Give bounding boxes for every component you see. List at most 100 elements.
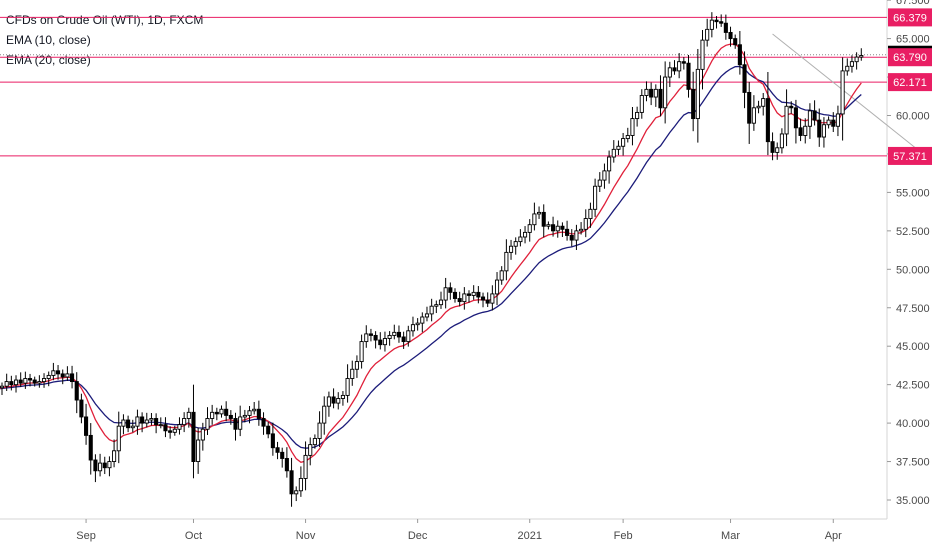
- candle-body: [74, 381, 79, 401]
- candle-body: [826, 119, 831, 126]
- candle-body: [462, 293, 467, 303]
- price-badge-label: 66.379: [893, 12, 927, 24]
- candle-body: [639, 95, 644, 113]
- candle-body: [130, 425, 135, 429]
- ema10-line: [0, 43, 862, 464]
- candle-body: [214, 411, 219, 415]
- candle-body: [228, 414, 233, 419]
- x-tick-label: Nov: [296, 530, 316, 542]
- candle-body: [420, 316, 425, 324]
- y-tick-label: 50.000: [896, 264, 930, 276]
- candle-body: [574, 230, 579, 241]
- price-badge: [888, 8, 932, 27]
- candle-body: [452, 291, 458, 299]
- candle-body: [560, 225, 565, 230]
- candle-body: [4, 381, 9, 387]
- candle-body: [107, 461, 112, 469]
- candle-body: [266, 425, 271, 435]
- candle-body: [588, 208, 593, 219]
- candle-body: [65, 373, 70, 378]
- candle-body: [672, 67, 677, 72]
- candle-body: [135, 416, 140, 427]
- candle-body: [242, 414, 247, 418]
- candle-body: [737, 44, 742, 66]
- candle-body: [13, 379, 19, 386]
- x-tick-label: 2021: [517, 530, 541, 542]
- candle-body: [0, 385, 5, 389]
- candle-body: [653, 88, 658, 98]
- candle-body: [93, 459, 98, 472]
- candle-body: [812, 110, 817, 121]
- candle-body: [256, 408, 261, 419]
- candle-body: [18, 379, 23, 384]
- candle-body: [527, 224, 532, 233]
- candle-body: [499, 270, 504, 281]
- candle-body: [168, 430, 173, 433]
- candle-body: [373, 334, 378, 341]
- candle-body: [308, 444, 313, 456]
- candle-body: [224, 408, 229, 416]
- candle-body: [518, 236, 523, 243]
- candle-body: [756, 105, 761, 109]
- candle-body: [284, 458, 289, 472]
- candle-body: [579, 228, 584, 232]
- chart-legend: CFDs on Crude Oil (WTI), 1D, FXCM EMA (1…: [6, 10, 203, 70]
- candle-body: [616, 145, 621, 150]
- candle-body: [593, 185, 598, 210]
- candle-body: [98, 462, 103, 472]
- candle-body: [537, 211, 542, 215]
- price-badge: [888, 73, 932, 92]
- candle-body: [27, 378, 33, 381]
- candle-body: [770, 141, 775, 153]
- candle-body: [41, 378, 47, 383]
- x-tick-label: Apr: [825, 530, 842, 542]
- candle-body: [831, 119, 836, 127]
- candle-body: [747, 91, 752, 124]
- candle-body: [658, 88, 663, 109]
- candle-body: [621, 138, 626, 147]
- candle-body: [784, 105, 789, 135]
- candle-body: [182, 418, 187, 426]
- candle-body: [261, 418, 266, 427]
- candle-body: [677, 61, 682, 72]
- candle-body: [252, 408, 257, 412]
- y-tick-label: 65.000: [896, 34, 930, 46]
- candle-body: [849, 61, 854, 67]
- ema20-line: [0, 65, 862, 449]
- candle-body: [789, 105, 794, 109]
- candle-body: [667, 67, 672, 78]
- candle-body: [835, 113, 840, 127]
- candle-body: [480, 296, 486, 301]
- candle-body: [681, 61, 686, 64]
- candle-body: [247, 410, 252, 416]
- candle-body: [51, 370, 56, 376]
- candle-body: [438, 299, 444, 306]
- y-tick-label: 60.000: [896, 111, 930, 123]
- candle-body: [289, 470, 294, 495]
- candle-body: [126, 419, 131, 429]
- candle-body: [541, 211, 546, 227]
- candle-body: [803, 125, 808, 136]
- candle-body: [298, 478, 303, 492]
- candle-body: [714, 19, 719, 23]
- candle-body: [551, 224, 556, 232]
- candle-body: [555, 225, 560, 232]
- y-tick-label: 40.000: [896, 418, 930, 430]
- candle-body: [186, 411, 191, 419]
- price-badge: [888, 146, 932, 165]
- candle-body: [219, 408, 224, 415]
- candle-body: [635, 111, 640, 120]
- candle-body: [238, 416, 243, 430]
- candle-body: [859, 55, 864, 58]
- candle-body: [172, 428, 177, 433]
- candle-body: [392, 331, 397, 336]
- candle-body: [611, 148, 616, 158]
- candle-body: [70, 373, 75, 383]
- candle-body: [719, 21, 724, 24]
- ema20-legend-label: EMA (20, close): [6, 53, 91, 67]
- candle-body: [532, 213, 537, 226]
- candle-body: [840, 70, 845, 115]
- candle-body: [504, 251, 509, 272]
- y-tick-label: 42.500: [896, 380, 930, 392]
